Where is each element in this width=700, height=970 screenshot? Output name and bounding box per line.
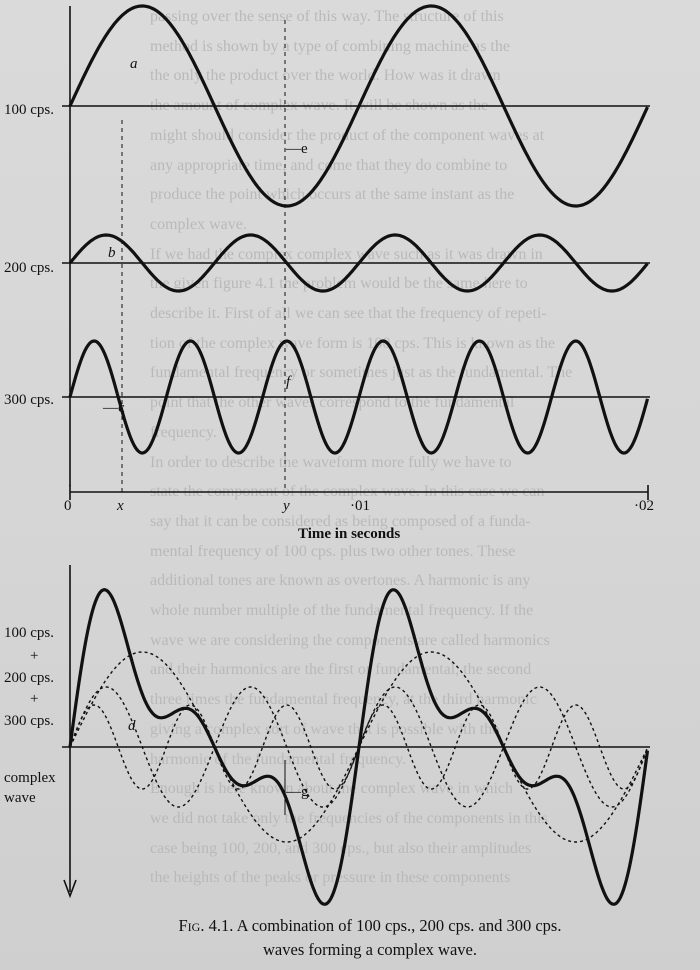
wave-200-cps <box>68 233 649 293</box>
bleed-line: mental frequency of 100 cps. plus two ot… <box>150 542 516 560</box>
tick-x: x <box>116 498 124 514</box>
label-300-cps: 300 cps. <box>4 392 54 408</box>
bleed-line: point that the other waves correspond to… <box>150 394 515 412</box>
bleed-line: case being 100, 200, and 300 cps., but a… <box>150 839 532 857</box>
wave-100-cps <box>68 4 649 208</box>
marker-d: d <box>128 718 136 734</box>
tick-y: y <box>281 498 290 514</box>
combined-label-plus-2: + <box>30 691 38 707</box>
wave-300-cps <box>68 339 650 455</box>
combined-label-complex: complex <box>4 770 56 786</box>
bleed-line: whole number multiple of the fundamental… <box>150 602 534 619</box>
combined-label-plus-1: + <box>30 648 38 664</box>
bleed-line: fundamental frequency or sometimes just … <box>150 364 573 382</box>
axis-arrow <box>63 879 77 899</box>
bleed-line: additional tones are known as overtones.… <box>150 572 531 590</box>
axis-title: Time in seconds <box>298 526 400 542</box>
bleed-line: frequency. <box>150 423 217 441</box>
figure-4-1: 100 cps. 200 cps. 300 cps. 100 cps. + 20… <box>4 4 654 906</box>
combined-label-wave: wave <box>4 790 36 806</box>
bleed-line: say that it can be considered as being c… <box>150 512 531 530</box>
bleed-line: wave we are considering the components a… <box>150 631 550 649</box>
bleed-line: and their harmonics are the first or fun… <box>150 661 532 679</box>
bleed-line: If we had the complex complex wave such … <box>150 245 543 263</box>
marker-f: f <box>286 374 292 390</box>
bleed-line: produce the point which occurs at the sa… <box>150 186 515 204</box>
marker-e: —e <box>285 141 308 157</box>
tick-0: 0 <box>64 498 72 514</box>
tick-001: ·01 <box>350 498 370 514</box>
marker-b: b <box>108 245 116 261</box>
complex-wave <box>68 588 650 906</box>
combined-label-100: 100 cps. <box>4 625 54 641</box>
bleed-line: the heights of the peaks or pressure in … <box>150 869 511 887</box>
caption-figure-number: Fig. 4.1. <box>178 916 234 935</box>
bleed-line: complex wave. <box>150 215 247 233</box>
label-200-cps: 200 cps. <box>4 260 54 276</box>
combined-label-300: 300 cps. <box>4 713 54 729</box>
bleed-line: harmonic of the fundamental frequency. <box>150 750 407 768</box>
marker-a: a <box>130 56 138 72</box>
bleed-line: tion of the complex wave form is 100 cps… <box>150 334 555 352</box>
bleed-line: three times the fundamental frequency, a… <box>150 691 537 709</box>
bleed-line: giving a complex sort of wave that is po… <box>150 720 500 738</box>
caption-line-2: waves forming a complex wave. <box>263 940 477 959</box>
label-100-cps: 100 cps. <box>4 102 54 118</box>
component-300-dotted <box>69 704 649 790</box>
marker-c: —c <box>102 400 125 416</box>
figure-caption: Fig. 4.1. A combination of 100 cps., 200… <box>60 914 680 962</box>
tick-002: ·02 <box>634 498 654 514</box>
bleed-line: In order to describe the waveform more f… <box>150 453 512 471</box>
bleed-line: method is shown by a type of combining m… <box>150 37 510 55</box>
bleed-line: describe it. First of all we can see tha… <box>150 305 547 322</box>
bleed-line: the only the product over the world. How… <box>150 67 501 85</box>
combined-label-200: 200 cps. <box>4 670 54 686</box>
marker-g: —g <box>285 784 309 800</box>
caption-line-1: A combination of 100 cps., 200 cps. and … <box>236 916 562 935</box>
